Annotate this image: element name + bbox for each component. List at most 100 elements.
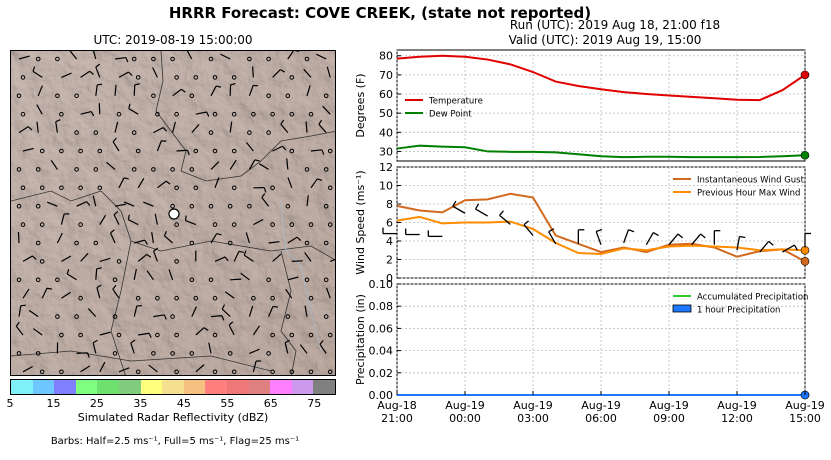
wind-barb	[253, 218, 264, 226]
colorbar-swatch	[183, 380, 206, 394]
wind-barb-feather	[282, 145, 287, 151]
calm-station-marker	[327, 332, 333, 338]
calm-station-marker	[193, 295, 199, 301]
wind-barb	[151, 232, 154, 244]
wind-barb-feather	[146, 253, 152, 258]
calm-station-marker	[212, 111, 218, 117]
wind-barb-feather	[163, 314, 167, 320]
colorbar-swatch	[140, 380, 163, 394]
wind-barb	[76, 201, 87, 207]
wind-barb	[153, 314, 165, 318]
wind-barb	[153, 127, 164, 134]
wind-barb	[286, 158, 289, 170]
calm-station-marker	[289, 222, 295, 227]
wind-barb-feather	[130, 339, 136, 344]
colorbar-swatch	[205, 380, 227, 394]
wind-barb	[18, 55, 30, 60]
wind-barb	[80, 110, 92, 115]
wind-barb-feather	[89, 70, 94, 75]
wind-barb	[268, 306, 274, 317]
county-boundary	[155, 51, 335, 182]
colorbar-tick-label: 75	[307, 397, 322, 410]
wind-barb-feather	[161, 140, 167, 142]
calm-station-marker	[231, 185, 237, 191]
calm-station-marker	[308, 111, 314, 117]
calm-station-marker	[323, 314, 329, 319]
calm-station-marker	[55, 277, 60, 283]
calm-station-marker	[304, 277, 310, 283]
x-tick-label: Aug-19	[785, 399, 824, 412]
wind-barb-feather	[110, 229, 115, 234]
wind-barb	[645, 232, 654, 246]
wind-barb-feather	[125, 57, 129, 63]
y-tick-label: 30	[379, 145, 393, 158]
calm-station-marker	[20, 185, 26, 191]
wind-barb	[306, 195, 309, 207]
calm-station-marker	[231, 222, 237, 227]
calm-station-marker	[227, 351, 233, 356]
calm-station-marker	[327, 185, 333, 191]
wind-barb-feather	[32, 255, 37, 260]
wind-barb	[152, 67, 158, 78]
calm-station-marker	[74, 93, 79, 99]
calm-station-marker	[212, 75, 218, 80]
figure-title: HRRR Forecast: COVE CREEK, (state not re…	[168, 4, 592, 22]
series-end-point	[800, 150, 810, 160]
wind-barb	[22, 288, 30, 299]
wind-barb	[22, 365, 33, 373]
calm-station-marker	[97, 185, 103, 191]
calm-station-marker	[35, 203, 41, 209]
calm-station-marker	[189, 351, 195, 356]
calm-station-marker	[151, 351, 156, 356]
wind-barb-feather	[163, 230, 168, 236]
y-tick-label: 0.08	[369, 300, 394, 313]
calm-station-marker	[266, 351, 271, 356]
map-title: UTC: 2019-08-19 15:00:00	[93, 33, 253, 47]
wind-barb	[291, 260, 303, 262]
wind-barb	[28, 309, 39, 318]
wind-barb	[80, 365, 91, 373]
wind-barb	[248, 159, 256, 170]
calm-station-marker	[289, 75, 295, 80]
calm-station-marker	[208, 130, 214, 135]
wind-barb	[32, 328, 43, 336]
calm-station-marker	[78, 185, 83, 191]
chart-panel-2: 0 2 4 6 8 10 12 Wind Speed (ms⁻¹) Instantaneous …	[354, 161, 811, 285]
colorbar-swatch	[97, 380, 119, 394]
wind-barb-feather	[230, 83, 236, 86]
wind-barb	[128, 219, 139, 226]
y-tick-label: 0	[386, 272, 393, 285]
calm-station-marker	[55, 93, 60, 99]
calm-station-marker	[74, 314, 79, 319]
y-tick-label: 70	[379, 69, 393, 82]
wind-barb	[37, 85, 43, 97]
series-line	[396, 144, 806, 159]
wind-barb-feather	[113, 210, 119, 216]
wind-barb	[691, 233, 702, 246]
wind-barb	[280, 123, 289, 133]
wind-barb	[176, 149, 188, 152]
wind-barb	[261, 197, 270, 207]
calm-station-marker	[227, 203, 233, 209]
y-axis-label: Wind Speed (ms⁻¹)	[354, 170, 367, 274]
wind-barb	[133, 305, 138, 317]
wind-barb-feather	[112, 284, 117, 290]
wind-barb-feather	[261, 193, 266, 198]
wind-barb	[95, 66, 101, 78]
wind-barb	[146, 270, 154, 281]
y-axis-label: Precipitation (in)	[354, 294, 367, 385]
calm-station-marker	[227, 240, 233, 246]
wind-barb-feather	[474, 203, 480, 210]
wind-barb	[32, 70, 43, 78]
wind-barb	[243, 254, 254, 262]
wind-barb	[251, 66, 254, 78]
calm-station-marker	[208, 203, 214, 209]
barb-legend-note: Barbs: Half=2.5 ms⁻¹, Full=5 ms⁻¹, Flag=…	[50, 436, 300, 447]
calm-station-marker	[270, 111, 275, 117]
wind-barb-feather	[221, 315, 225, 321]
calm-station-marker	[212, 222, 218, 227]
calm-station-marker	[174, 75, 179, 80]
wind-barb	[112, 141, 120, 152]
calm-station-marker	[116, 332, 122, 338]
wind-barb	[224, 291, 235, 299]
